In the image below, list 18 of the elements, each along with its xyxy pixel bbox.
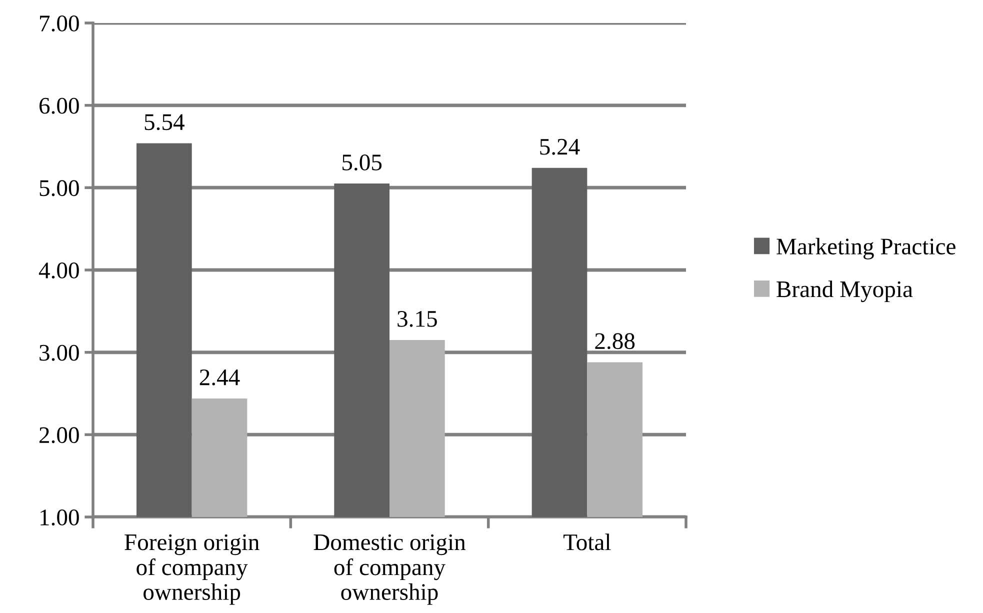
y-tick-label: 1.00: [40, 509, 79, 526]
x-tick-label: Total: [564, 534, 611, 550]
legend-label: Marketing Practice: [776, 238, 956, 260]
y-tick-label: 7.00: [40, 15, 79, 32]
data-label: 5.05: [342, 154, 382, 171]
legend-label: Brand Myopia: [776, 280, 913, 302]
data-label: 5.54: [144, 114, 184, 130]
data-label: 3.15: [398, 310, 437, 327]
y-tick-label: 4.00: [38, 262, 79, 279]
y-tick-label: 2.00: [40, 427, 79, 444]
y-tick-label: 3.00: [40, 344, 79, 361]
y-tick-label: 6.00: [40, 98, 79, 114]
data-label: 5.24: [540, 138, 580, 155]
y-tick-label: 5.00: [40, 180, 79, 196]
x-tick-label: Foreign origin of company ownership: [124, 534, 260, 605]
data-label: 2.88: [595, 333, 635, 350]
data-label: 2.44: [200, 369, 240, 386]
x-tick-label: Domestic origin of company ownership: [314, 534, 466, 605]
